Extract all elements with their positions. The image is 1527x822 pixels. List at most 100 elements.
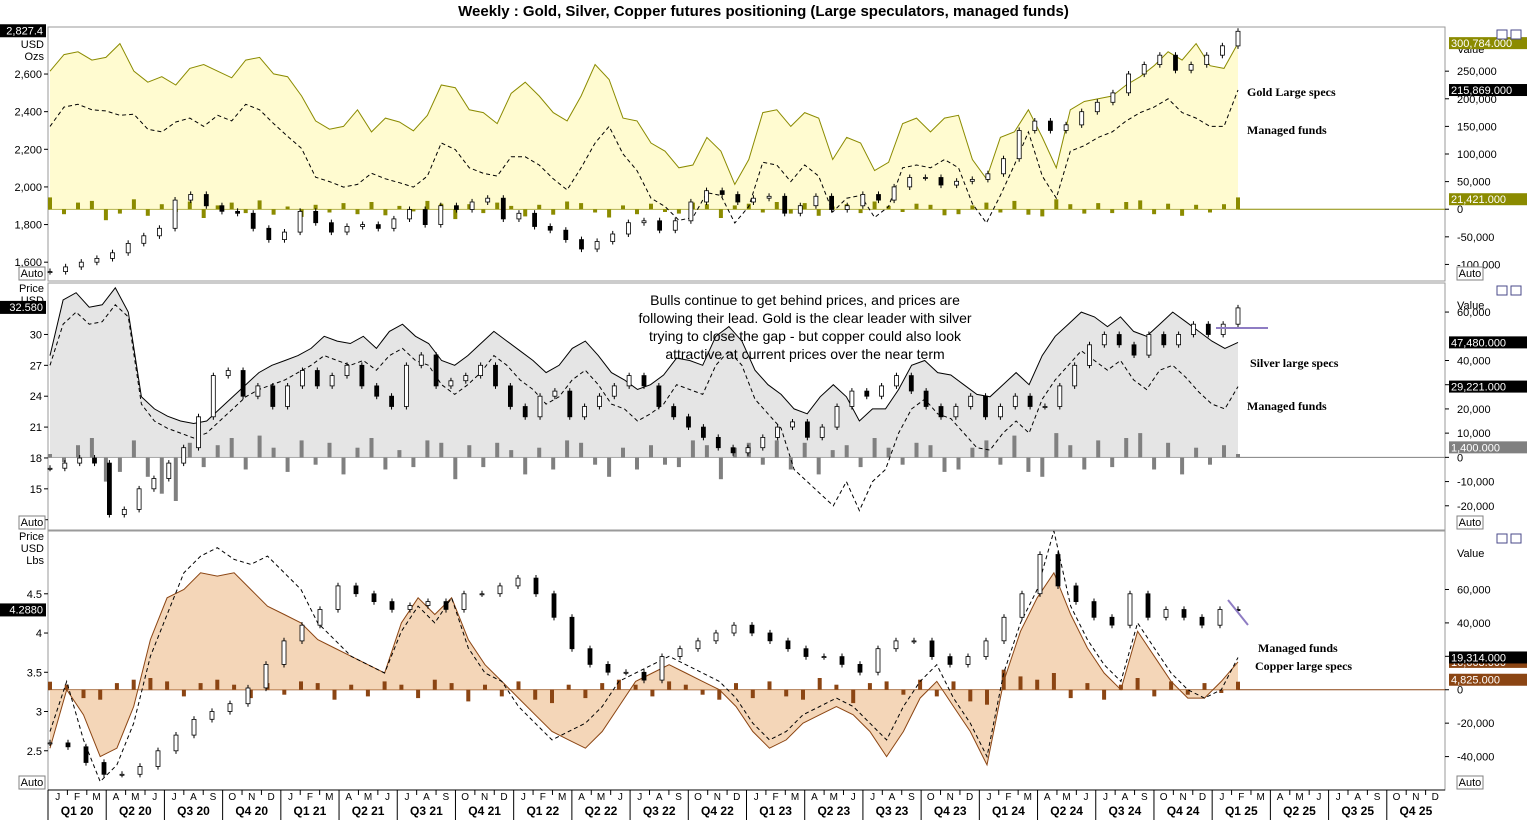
auto-button-label[interactable]: Auto	[1459, 517, 1482, 529]
month-label: M	[791, 792, 799, 803]
price-candle	[839, 656, 845, 665]
quarter-label: Q3 24	[1109, 804, 1142, 818]
large-specs-area	[50, 43, 1238, 210]
restore-icon[interactable]	[1496, 533, 1508, 544]
price-candle	[478, 364, 484, 376]
price-candle	[569, 616, 575, 650]
quarter-label: Q3 22	[643, 804, 676, 818]
net-change-bar	[817, 678, 822, 690]
net-change-bar	[635, 209, 639, 215]
net-change-bar	[704, 204, 709, 210]
net-change-bar	[201, 209, 206, 218]
close-icon[interactable]	[1510, 285, 1522, 296]
right-axis: Value-40,000-20,000020,00040,00060,00016…	[1445, 533, 1527, 790]
auto-button-label[interactable]: Auto	[21, 777, 44, 789]
price-candle	[188, 194, 194, 201]
price-candle	[151, 478, 157, 490]
quarter-label: Q1 25	[1225, 804, 1258, 818]
left-tick-label: 3.5	[27, 667, 42, 679]
price-candle	[1199, 616, 1205, 626]
month-label: J	[754, 792, 759, 803]
price-candle	[695, 640, 701, 650]
auto-button[interactable]	[1456, 775, 1484, 790]
auto-button[interactable]	[18, 515, 46, 530]
price-candle	[719, 190, 725, 195]
net-change-bar	[834, 684, 839, 690]
auto-button[interactable]	[18, 775, 46, 790]
net-change-bar	[1118, 684, 1123, 690]
price-candle	[375, 224, 381, 229]
net-change-bar	[663, 209, 667, 212]
auto-button-label[interactable]: Auto	[1459, 777, 1482, 789]
price-candle	[813, 195, 819, 207]
close-icon[interactable]	[1510, 29, 1522, 40]
auto-button[interactable]	[1456, 266, 1484, 281]
net-change-bar	[1054, 433, 1059, 458]
price-candle	[485, 197, 491, 203]
month-label: D	[267, 792, 274, 803]
net-change-bar	[533, 689, 538, 700]
net-change-bar	[1185, 689, 1190, 695]
panel-silver[interactable]: PriceUSD1215182124273032.580AutoValue-20…	[0, 282, 1527, 531]
left-tick-label: 15	[30, 484, 42, 496]
net-change-bar	[76, 202, 80, 210]
price-candle	[1220, 323, 1226, 335]
left-axis-header: USD	[21, 543, 44, 555]
net-change-bar	[1001, 669, 1006, 690]
month-label: F	[773, 792, 779, 803]
value-tag-label: 21,421.000	[1451, 194, 1506, 206]
month-label: M	[1295, 792, 1303, 803]
month-label: M	[1062, 792, 1070, 803]
quarter-label: Q1 23	[759, 804, 792, 818]
auto-button-label[interactable]: Auto	[21, 268, 44, 280]
managed-funds-line	[49, 89, 1239, 224]
auto-button[interactable]	[18, 266, 46, 281]
net-change-bar	[1026, 209, 1031, 215]
right-tick-label: 150,000	[1457, 121, 1497, 133]
net-change-bar	[918, 679, 923, 690]
net-change-bar	[159, 204, 164, 210]
panel-gold[interactable]: PriceUSDOzs1,6001,8002,0002,2002,4002,60…	[0, 24, 1527, 282]
net-change-bar	[1102, 689, 1107, 700]
net-change-bar	[1110, 457, 1115, 468]
month-label: O	[694, 792, 702, 803]
net-change-bar	[327, 209, 332, 213]
net-change-bar	[509, 450, 514, 458]
net-change-bar	[365, 689, 370, 697]
restore-icon[interactable]	[1496, 285, 1508, 296]
close-icon[interactable]	[1510, 533, 1522, 544]
auto-button-label[interactable]: Auto	[21, 517, 44, 529]
price-candle	[448, 380, 454, 387]
price-candle	[844, 205, 850, 210]
trend-line[interactable]	[1227, 599, 1249, 626]
auto-button-label[interactable]: Auto	[1459, 268, 1482, 280]
month-label: N	[1412, 792, 1419, 803]
net-change-bar	[816, 457, 821, 475]
net-change-bar	[1152, 457, 1157, 470]
price-candle	[1087, 344, 1092, 366]
price-candle	[713, 632, 719, 642]
price-candle	[1145, 593, 1151, 618]
auto-button[interactable]	[1456, 515, 1484, 530]
month-label: F	[74, 792, 80, 803]
restore-icon[interactable]	[1496, 29, 1508, 40]
net-change-bar	[914, 203, 919, 210]
right-tick-label: 60,000	[1457, 584, 1491, 596]
price-candle	[461, 593, 467, 610]
net-change-bar	[649, 203, 653, 210]
net-change-bar	[886, 205, 891, 210]
net-change-bar	[942, 209, 947, 216]
net-change-bar	[650, 689, 655, 697]
price-candle	[516, 212, 522, 220]
price-candle	[857, 664, 863, 673]
net-change-bar	[315, 683, 320, 690]
price-candle	[389, 395, 395, 407]
net-change-bar	[81, 689, 86, 699]
price-candle	[686, 416, 691, 428]
net-change-bar	[884, 681, 889, 690]
price-candle	[1126, 73, 1131, 94]
net-change-bar	[830, 450, 835, 458]
